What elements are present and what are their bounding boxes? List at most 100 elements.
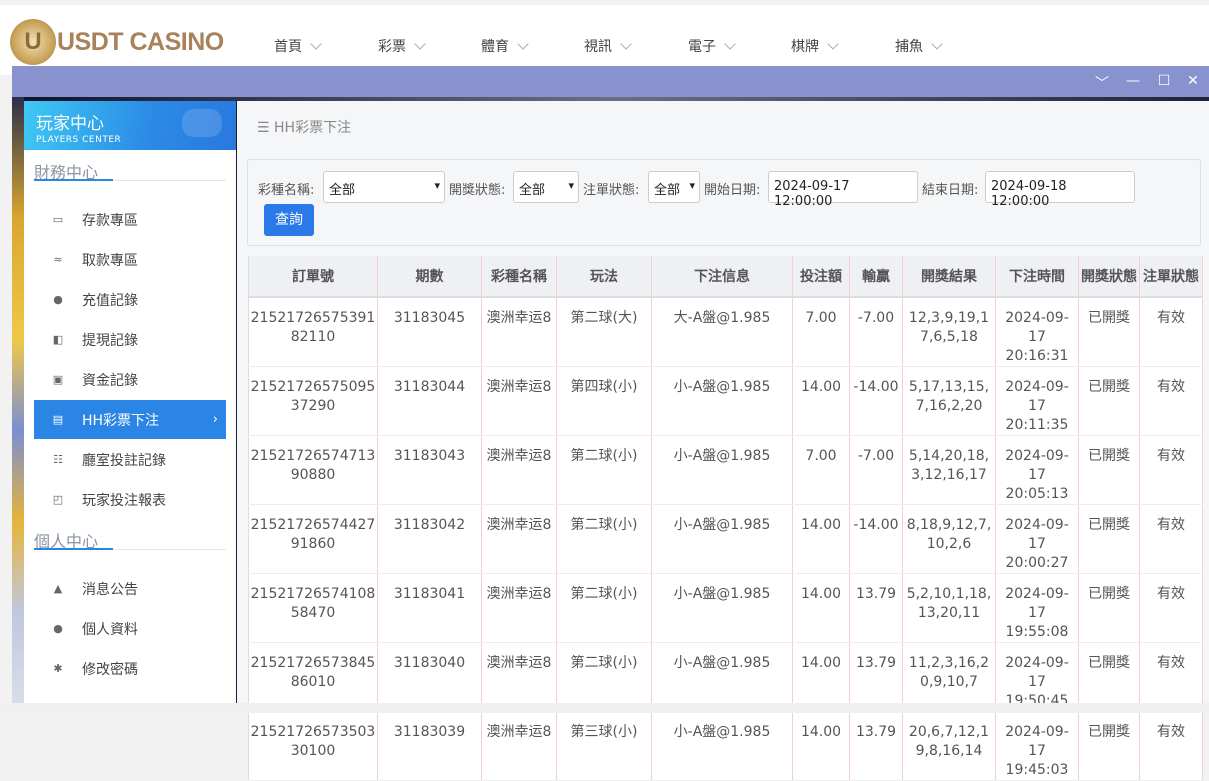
maximize-button[interactable]: ☐ <box>1157 73 1171 89</box>
chevron-down-icon <box>620 37 632 50</box>
sidebar-item[interactable]: ● 個人資料 <box>34 609 226 648</box>
table-cell: 8,18,9,12,7,10,2,6 <box>902 504 996 574</box>
column-header[interactable]: 注單狀態 <box>1139 256 1203 298</box>
nav-item[interactable]: 視訊 <box>584 36 632 56</box>
table-cell: 小-A盤@1.985 <box>651 573 793 643</box>
sidebar-item-label: HH彩票下注 <box>82 412 160 429</box>
sidebar-item-label: 消息公告 <box>82 581 138 598</box>
table-cell: 有效 <box>1139 504 1203 574</box>
table-cell: 有效 <box>1139 573 1203 643</box>
sidebar-section-title: 個人中心 <box>34 528 226 551</box>
hand-money-icon: ≈ <box>53 253 63 266</box>
nav-item[interactable]: 棋牌 <box>791 36 839 56</box>
end-date-label: 結束日期: <box>922 183 979 198</box>
sidebar-item-label: 修改密碼 <box>82 661 138 678</box>
sidebar-item[interactable]: ▭ 存款專區 <box>34 200 226 239</box>
menu-icon[interactable]: ☰ <box>257 120 270 136</box>
nav-label: 電子 <box>688 39 716 55</box>
user-icon: ● <box>53 622 63 635</box>
sidebar-section-title: 財務中心 <box>34 159 226 182</box>
nav-item[interactable]: 彩票 <box>378 36 426 56</box>
table-cell: 12,3,9,19,17,6,5,18 <box>902 297 996 367</box>
sidebar-item[interactable]: ◰ 玩家投注報表 <box>34 480 226 519</box>
column-header[interactable]: 開獎狀態 <box>1078 256 1140 298</box>
column-header[interactable]: 下注時間 <box>995 256 1079 298</box>
end-date-input[interactable]: 2024-09-18 12:00:00 <box>985 171 1135 209</box>
column-header[interactable]: 玩法 <box>556 256 652 298</box>
table-cell: 已開獎 <box>1078 366 1140 436</box>
logo[interactable]: U USDT CASINO <box>10 17 224 67</box>
sidebar-item[interactable]: ▣ 資金記錄 <box>34 360 226 399</box>
chevron-down-icon <box>414 37 426 50</box>
chevron-right-icon: › <box>212 412 218 427</box>
table-cell: 31183041 <box>377 573 482 643</box>
sidebar-item[interactable]: ▤ HH彩票下注 › <box>34 400 226 439</box>
close-button[interactable]: ✕ <box>1187 73 1199 89</box>
table-cell: 已開獎 <box>1078 435 1140 505</box>
sidebar-item-label: 存款專區 <box>82 212 138 229</box>
sidebar-item[interactable]: ☷ 廳室投註記錄 <box>34 440 226 479</box>
sidebar-subtitle: PLAYERS CENTER <box>36 135 122 145</box>
sidebar-item[interactable]: ✱ 修改密碼 <box>34 649 226 688</box>
table-row: 2152172657350330100 31183039 澳洲幸运8 第三球(小) 小-… <box>248 711 1203 781</box>
table-cell: 14.00 <box>792 504 850 574</box>
query-button[interactable]: 查詢 <box>264 204 314 236</box>
sidebar-item[interactable]: ≈ 取款專區 <box>34 240 226 279</box>
table-cell: 有效 <box>1139 711 1203 781</box>
draw-status-select[interactable]: 全部 ▾ <box>513 171 579 203</box>
table-row: 2152172657384586010 31183040 澳洲幸运8 第二球(小) 小-… <box>248 642 1203 712</box>
sidebar-item[interactable]: ▲ 消息公告 <box>34 569 226 608</box>
nav-item[interactable]: 捕魚 <box>895 36 943 56</box>
nav-item[interactable]: 首頁 <box>274 36 322 56</box>
column-header[interactable]: 輸贏 <box>849 256 903 298</box>
logo-coin-icon: U <box>10 19 56 65</box>
column-header[interactable]: 彩種名稱 <box>481 256 557 298</box>
table-cell: 13.79 <box>849 642 903 712</box>
chevron-down-icon <box>827 37 839 50</box>
table-cell: 第二球(小) <box>556 573 652 643</box>
sidebar-item-label: 個人資料 <box>82 621 138 638</box>
nav-label: 彩票 <box>378 39 406 55</box>
collapse-icon[interactable]: ﹀ <box>1095 76 1109 92</box>
lottery-select[interactable]: 全部 ▾ <box>323 171 445 203</box>
bottom-strip <box>0 703 1209 713</box>
sidebar-item[interactable]: ◧ 提現記錄 <box>34 320 226 359</box>
sidebar-item[interactable]: ● 充值記錄 <box>34 280 226 319</box>
table-row: 2152172657539182110 31183045 澳洲幸运8 第二球(大) 大-… <box>248 297 1203 367</box>
table-cell: 澳洲幸运8 <box>481 435 557 505</box>
list-icon: ▤ <box>52 413 64 426</box>
column-header[interactable]: 下注信息 <box>651 256 793 298</box>
table-cell: 澳洲幸运8 <box>481 573 557 643</box>
table-cell: 11,2,3,16,20,9,10,7 <box>902 642 996 712</box>
table-cell: 2152172657509537290 <box>248 366 378 436</box>
nav-item[interactable]: 體育 <box>481 36 529 56</box>
chart-icon: ◰ <box>52 493 64 506</box>
table-row: 2152172657471390880 31183043 澳洲幸运8 第二球(小) 小-… <box>248 435 1203 505</box>
window-titlebar[interactable]: ﹀ — ☐ ✕ <box>12 66 1209 97</box>
chevron-down-icon <box>724 37 736 50</box>
bet-status-select[interactable]: 全部 ▾ <box>648 171 700 203</box>
table-cell: -7.00 <box>849 297 903 367</box>
table-cell: 2152172657384586010 <box>248 642 378 712</box>
column-header[interactable]: 訂單號 <box>248 256 378 298</box>
nav-item[interactable]: 電子 <box>688 36 736 56</box>
chevron-down-icon <box>931 37 943 50</box>
nav-label: 體育 <box>481 39 509 55</box>
column-header[interactable]: 投注額 <box>792 256 850 298</box>
background-art <box>12 97 24 703</box>
start-date-input[interactable]: 2024-09-17 12:00:00 <box>768 171 918 209</box>
table-cell: 2024-09-17 20:16:31 <box>995 297 1079 367</box>
table-cell: 13.79 <box>849 573 903 643</box>
card-icon: ▭ <box>52 213 64 226</box>
sidebar: 玩家中心 PLAYERS CENTER 財務中心 ▭ 存款專區 ≈ 取款專區 ● 充值記錄 ◧… <box>24 101 236 703</box>
table-cell: 2024-09-17 20:11:35 <box>995 366 1079 436</box>
breadcrumb: ☰ HH彩票下注 <box>257 117 351 137</box>
draw-status-label: 開獎狀態: <box>449 183 506 198</box>
table-cell: 澳洲幸运8 <box>481 297 557 367</box>
bets-table: 訂單號 期數 彩種名稱 玩法 下注信息 投注額 輸贏 開獎結果 下注時間 開獎狀態 注單狀態 215… <box>248 256 1203 781</box>
minimize-button[interactable]: — <box>1126 73 1140 89</box>
column-header[interactable]: 開獎結果 <box>902 256 996 298</box>
site-header: U USDT CASINO 首頁 彩票 體育 視訊 電子 棋牌 捕魚 <box>0 5 1209 75</box>
top-strip <box>0 0 1209 5</box>
column-header[interactable]: 期數 <box>377 256 482 298</box>
